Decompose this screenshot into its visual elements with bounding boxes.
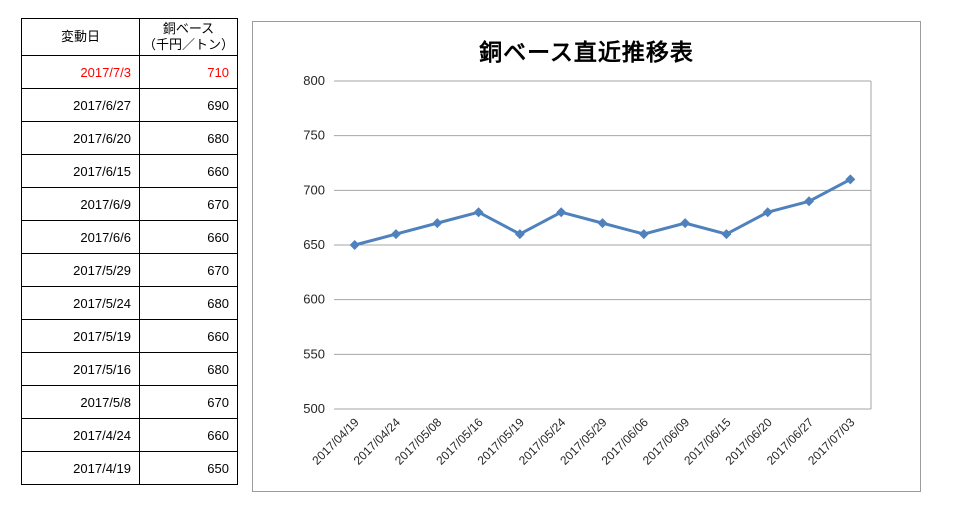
y-tick-label: 550 [303, 346, 325, 361]
y-tick-label: 800 [303, 73, 325, 88]
y-tick-label: 500 [303, 401, 325, 416]
date-cell[interactable]: 2017/6/9 [21, 187, 140, 221]
data-point-marker[interactable] [514, 229, 525, 240]
value-cell[interactable]: 690 [139, 88, 238, 122]
chart-title[interactable]: 銅ベース直近推移表 [479, 39, 694, 65]
value-cell[interactable]: 660 [139, 319, 238, 353]
data-point-marker[interactable] [597, 218, 608, 229]
date-cell[interactable]: 2017/6/6 [21, 220, 140, 254]
col-header-date[interactable]: 変動日 [21, 18, 140, 56]
data-point-marker[interactable] [473, 207, 484, 218]
data-point-marker[interactable] [432, 218, 443, 229]
value-cell[interactable]: 680 [139, 121, 238, 155]
value-cell[interactable]: 680 [139, 286, 238, 320]
price-table-body: 2017/7/3 710 2017/6/27 690 2017/6/20 680 2017/… [21, 55, 238, 485]
date-cell[interactable]: 2017/5/8 [21, 385, 140, 419]
value-cell[interactable]: 650 [139, 451, 238, 485]
value-cell[interactable]: 670 [139, 385, 238, 419]
y-tick-label: 750 [303, 128, 325, 143]
table-header-row: 変動日 銅ベース （千円／トン） [21, 18, 238, 56]
data-point-marker[interactable] [721, 229, 732, 240]
data-point-marker[interactable] [390, 229, 401, 240]
series-line[interactable] [354, 178, 852, 247]
value-cell[interactable]: 670 [139, 187, 238, 221]
table-row: 2017/5/8 670 [21, 385, 238, 419]
y-tick-label: 650 [303, 237, 325, 252]
data-point-marker[interactable] [762, 207, 773, 218]
value-cell[interactable]: 660 [139, 418, 238, 452]
table-row: 2017/4/24 660 [21, 418, 238, 452]
date-cell[interactable]: 2017/5/19 [21, 319, 140, 353]
date-cell[interactable]: 2017/4/19 [21, 451, 140, 485]
value-cell[interactable]: 710 [139, 55, 238, 89]
value-cell[interactable]: 660 [139, 220, 238, 254]
date-cell[interactable]: 2017/4/24 [21, 418, 140, 452]
date-cell[interactable]: 2017/7/3 [21, 55, 140, 89]
col-header-value[interactable]: 銅ベース （千円／トン） [139, 18, 238, 56]
line-chart: 5005506006507007508002017/04/192017/04/2… [303, 73, 872, 468]
value-cell[interactable]: 660 [139, 154, 238, 188]
date-cell[interactable]: 2017/6/20 [21, 121, 140, 155]
data-point-marker[interactable] [556, 207, 567, 218]
price-table: 変動日 銅ベース （千円／トン） 2017/7/3 710 2017/6/27 690 2… [21, 18, 238, 485]
table-row: 2017/5/19 660 [21, 319, 238, 353]
data-point-marker[interactable] [638, 229, 649, 240]
date-cell[interactable]: 2017/6/27 [21, 88, 140, 122]
date-cell[interactable]: 2017/5/16 [21, 352, 140, 386]
date-cell[interactable]: 2017/5/24 [21, 286, 140, 320]
value-cell[interactable]: 680 [139, 352, 238, 386]
data-point-marker[interactable] [680, 218, 691, 229]
table-row: 2017/5/29 670 [21, 253, 238, 287]
table-row: 2017/4/19 650 [21, 451, 238, 485]
y-tick-label: 600 [303, 292, 325, 307]
table-row: 2017/6/9 670 [21, 187, 238, 221]
y-tick-label: 700 [303, 182, 325, 197]
table-row: 2017/6/20 680 [21, 121, 238, 155]
data-point-marker[interactable] [349, 240, 360, 250]
date-cell[interactable]: 2017/5/29 [21, 253, 140, 287]
value-cell[interactable]: 670 [139, 253, 238, 287]
col-header-value-line1: 銅ベース [162, 20, 215, 36]
table-row: 2017/7/3 710 [21, 55, 238, 89]
table-row: 2017/6/27 690 [21, 88, 238, 122]
data-point-marker[interactable] [804, 196, 815, 207]
data-point-marker[interactable] [845, 174, 856, 185]
table-row: 2017/6/15 660 [21, 154, 238, 188]
table-row: 2017/5/16 680 [21, 352, 238, 386]
table-row: 2017/6/6 660 [21, 220, 238, 254]
date-cell[interactable]: 2017/6/15 [21, 154, 140, 188]
chart-container[interactable]: 銅ベース直近推移表 500 550 600 650 700 750 800 2017/04/1… [252, 21, 921, 492]
table-row: 2017/5/24 680 [21, 286, 238, 320]
col-header-value-line2: （千円／トン） [142, 37, 234, 52]
